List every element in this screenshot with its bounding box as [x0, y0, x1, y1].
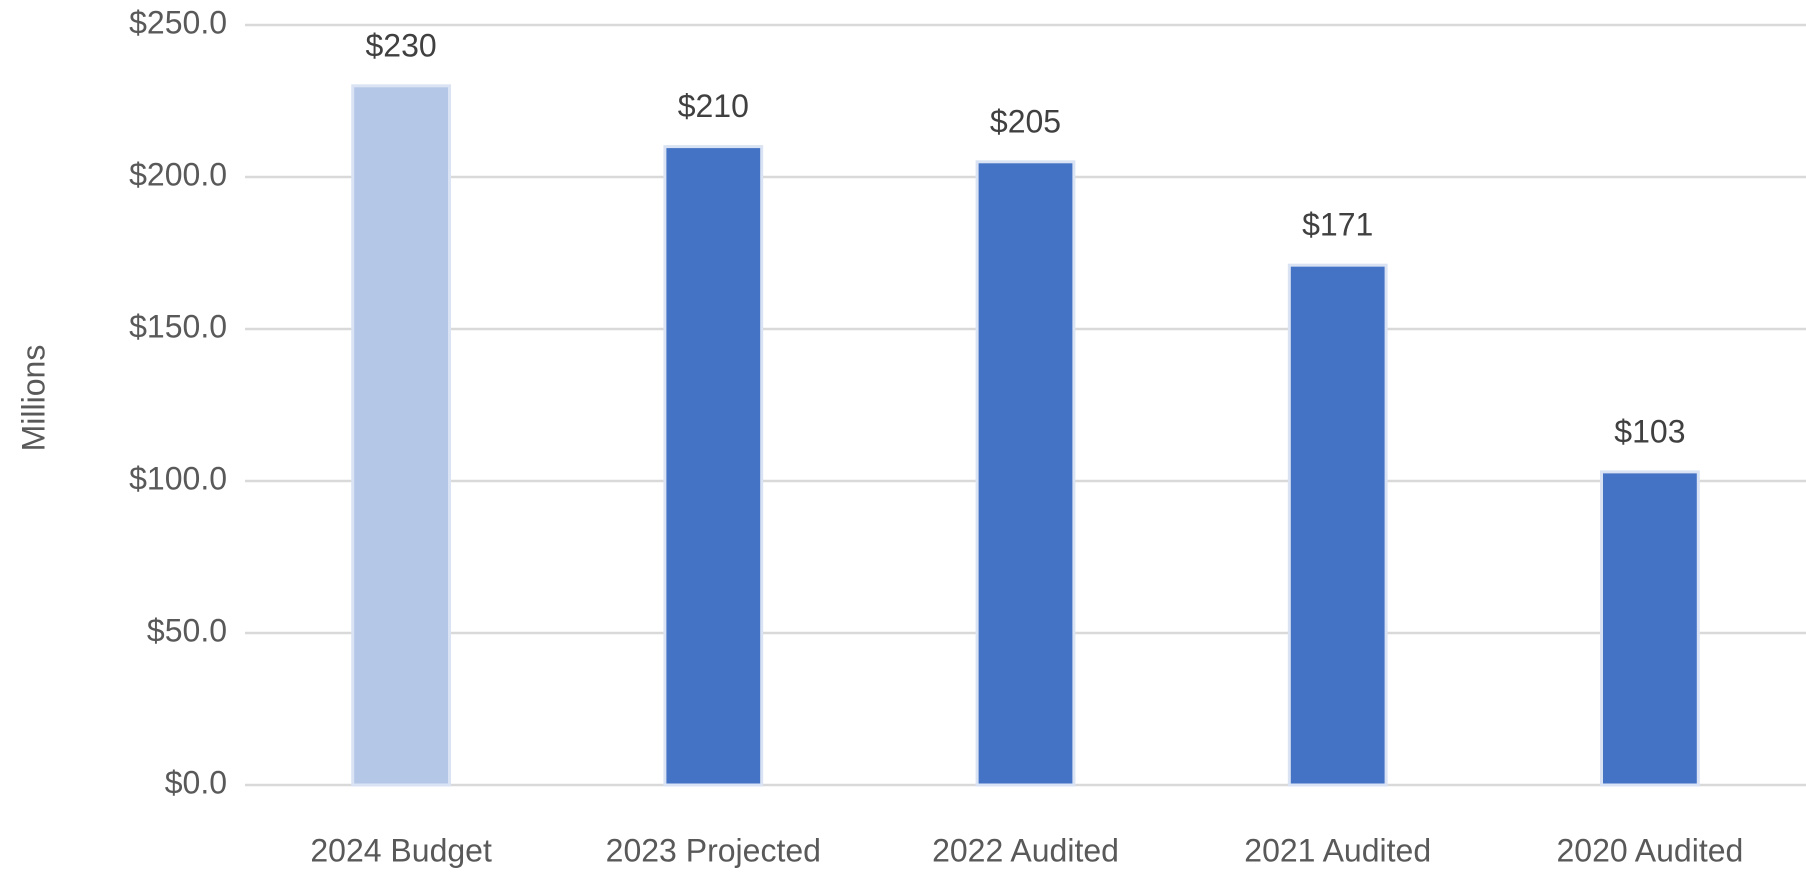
bar [351, 84, 451, 787]
data-label: $103 [1614, 413, 1685, 449]
data-label: $171 [1302, 207, 1373, 243]
x-tick-label: 2021 Audited [1244, 832, 1431, 868]
x-tick-label: 2023 Projected [606, 832, 821, 868]
y-tick-label: $250.0 [129, 4, 227, 40]
x-tick-label: 2022 Audited [932, 832, 1119, 868]
y-tick-label: $100.0 [129, 460, 227, 496]
x-tick-label: 2020 Audited [1556, 832, 1743, 868]
x-tick-label: 2024 Budget [310, 832, 492, 868]
bar [663, 145, 764, 787]
y-tick-label: $150.0 [129, 308, 227, 344]
data-label: $230 [366, 27, 437, 63]
y-tick-label: $200.0 [129, 156, 227, 192]
bar [1600, 470, 1700, 787]
y-tick-label: $50.0 [147, 612, 227, 648]
bar [1287, 263, 1388, 787]
y-tick-label: $0.0 [165, 764, 227, 800]
y-axis-label: Millions [15, 345, 51, 452]
data-label: $210 [678, 88, 749, 124]
data-label: $205 [990, 103, 1061, 139]
bar [975, 160, 1076, 787]
